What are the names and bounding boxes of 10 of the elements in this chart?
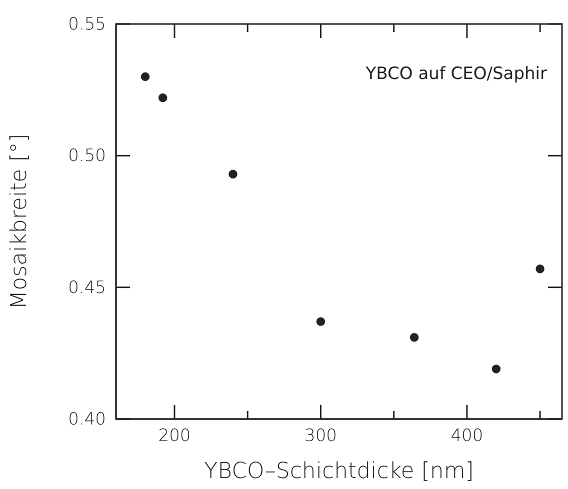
- y-tick-label: 0.55: [68, 14, 106, 34]
- x-tick-label: 400: [450, 426, 484, 446]
- x-axis-title: YBCO–Schichtdicke [nm]: [204, 459, 474, 484]
- y-tick-label: 0.40: [68, 409, 106, 430]
- y-axis-title: Mosaikbreite [°]: [7, 134, 32, 310]
- y-tick-label: 0.50: [68, 146, 106, 166]
- y-tick-label: 0.45: [68, 278, 106, 298]
- x-tick-label: 200: [158, 426, 191, 446]
- x-tick-label: 300: [304, 426, 337, 446]
- annotation: YBCO auf CEO/Saphir: [364, 64, 547, 84]
